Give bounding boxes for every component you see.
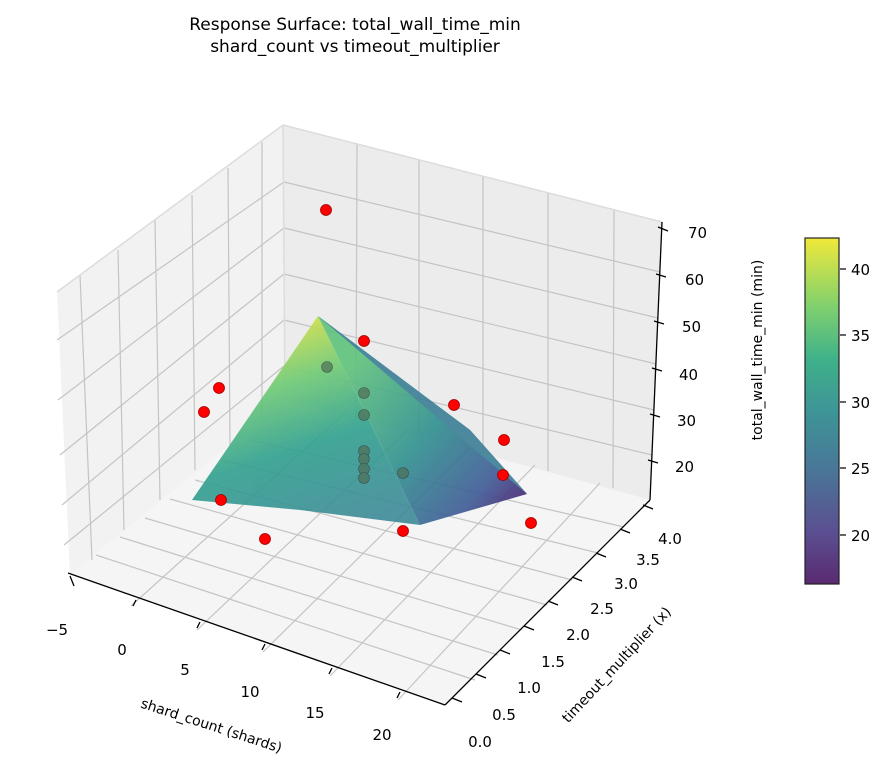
svg-text:40: 40 [851, 261, 870, 279]
chart-title-line1: Response Surface: total_wall_time_min [189, 15, 521, 35]
svg-text:0: 0 [117, 641, 127, 659]
x-tick-labels: −5 0 5 10 15 20 [46, 621, 392, 744]
svg-text:20: 20 [675, 458, 694, 476]
tick-marks [69, 226, 669, 703]
svg-text:30: 30 [677, 412, 696, 430]
svg-text:10: 10 [240, 683, 259, 701]
svg-text:3.0: 3.0 [614, 575, 638, 593]
svg-text:15: 15 [305, 704, 324, 722]
chart-title: Response Surface: total_wall_time_min sh… [0, 14, 710, 58]
x-axis-label: shard_count (shards) [139, 696, 284, 757]
svg-text:2.0: 2.0 [566, 626, 590, 644]
y-tick-labels: 0.0 0.5 1.0 1.5 2.0 2.5 3.0 3.5 4.0 [468, 530, 682, 751]
svg-text:−5: −5 [46, 621, 68, 639]
svg-text:5: 5 [180, 661, 190, 679]
svg-text:50: 50 [682, 318, 701, 336]
z-tick-labels: 70 60 50 40 30 20 [675, 224, 707, 476]
svg-text:35: 35 [851, 327, 870, 345]
chart-title-line2: shard_count vs timeout_multiplier [210, 37, 500, 57]
svg-text:2.5: 2.5 [590, 600, 614, 618]
y-axis-label: timeout_multiplier (x) [559, 604, 674, 726]
svg-text:0.0: 0.0 [468, 733, 492, 751]
svg-text:0.5: 0.5 [492, 706, 516, 724]
occluded-points [321, 361, 409, 484]
svg-text:1.5: 1.5 [541, 653, 565, 671]
svg-text:25: 25 [851, 460, 870, 478]
colorbar: 40 35 30 25 20 [804, 237, 870, 585]
z-axis-label: total_wall_time_min (min) [750, 260, 766, 441]
svg-text:70: 70 [688, 224, 707, 242]
data-points [198, 204, 537, 545]
svg-text:3.5: 3.5 [636, 551, 660, 569]
svg-text:1.0: 1.0 [517, 679, 541, 697]
svg-text:60: 60 [685, 271, 704, 289]
svg-text:20: 20 [851, 527, 870, 545]
svg-text:20: 20 [372, 726, 391, 744]
axis-lines [67, 221, 663, 706]
svg-text:4.0: 4.0 [658, 530, 682, 548]
svg-text:30: 30 [851, 394, 870, 412]
svg-text:40: 40 [679, 366, 698, 384]
